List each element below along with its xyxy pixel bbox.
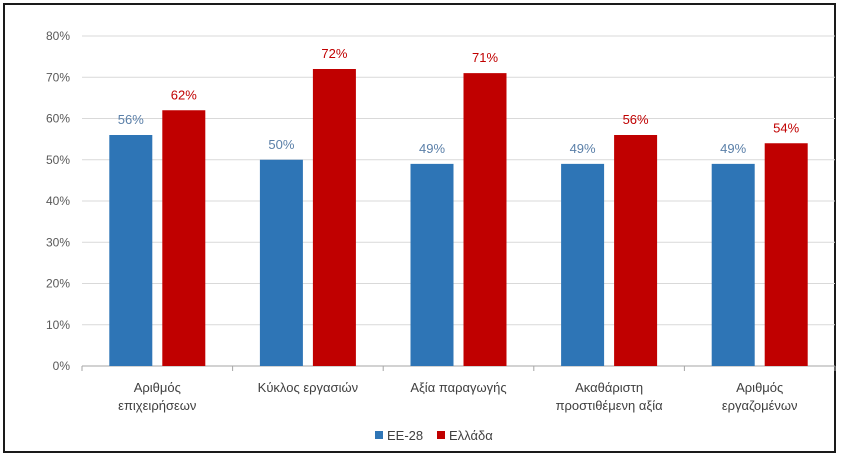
y-tick-label: 40% xyxy=(46,194,70,208)
legend-swatch-eu28 xyxy=(375,431,383,439)
bar-greece xyxy=(463,73,507,366)
data-label: 71% xyxy=(472,50,498,65)
data-label: 49% xyxy=(570,141,596,156)
y-tick-label: 30% xyxy=(46,235,70,249)
data-label: 62% xyxy=(171,87,197,102)
legend-label: ΕΕ-28 xyxy=(387,428,423,443)
bar-eu28 xyxy=(109,135,153,366)
x-category-label: Αριθμός επιχειρήσεων xyxy=(118,380,196,413)
chart-frame: 0% 10% 20% 30% 40% 50% 60% 70% 80% 56% 62% Αριθμός ε… xyxy=(3,3,836,453)
data-label: 50% xyxy=(268,137,294,152)
data-label: 72% xyxy=(321,46,347,61)
x-category-label: Ακαθάριστη προστιθέμενη αξία xyxy=(556,380,664,413)
y-tick-label: 70% xyxy=(46,70,70,84)
bar-eu28 xyxy=(259,159,303,366)
x-category-label: Αριθμός εργαζομένων xyxy=(722,380,798,413)
y-tick-label: 60% xyxy=(46,112,70,126)
bar-eu28 xyxy=(410,163,454,366)
y-tick-label: 10% xyxy=(46,318,70,332)
data-label: 54% xyxy=(773,120,799,135)
y-tick-label: 0% xyxy=(53,359,71,373)
bar-greece xyxy=(764,143,808,366)
data-label: 49% xyxy=(720,141,746,156)
bar-greece xyxy=(614,135,658,366)
bar-greece xyxy=(312,69,356,366)
bar-eu28 xyxy=(711,163,755,366)
x-category-label: Κύκλος εργασιών xyxy=(258,380,358,395)
x-category-label: Αξία παραγωγής xyxy=(410,380,506,395)
bar-eu28 xyxy=(561,163,605,366)
y-tick-label: 50% xyxy=(46,153,70,167)
legend-swatch-greece xyxy=(437,431,445,439)
bar-greece xyxy=(162,110,206,366)
data-label: 49% xyxy=(419,141,445,156)
bar-chart: 0% 10% 20% 30% 40% 50% 60% 70% 80% 56% 62% Αριθμός ε… xyxy=(46,29,836,443)
y-tick-label: 80% xyxy=(46,29,70,43)
data-label: 56% xyxy=(623,112,649,127)
legend-label: Ελλάδα xyxy=(449,428,493,443)
y-tick-label: 20% xyxy=(46,277,70,291)
data-label: 56% xyxy=(118,112,144,127)
